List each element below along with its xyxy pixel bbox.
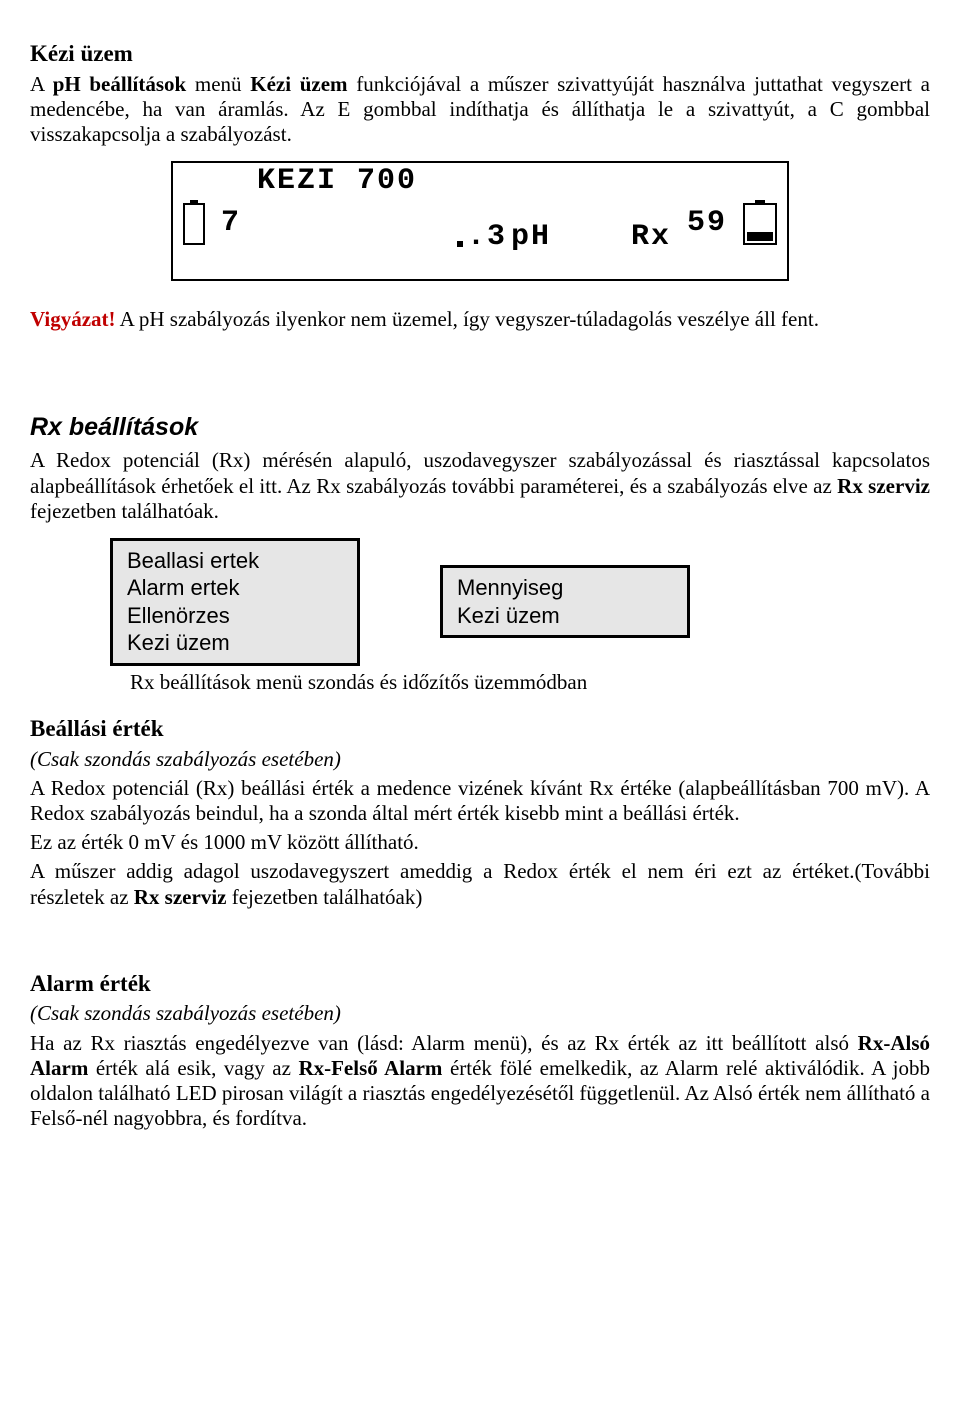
lcd-line1: KEZI 700: [257, 167, 671, 195]
lcd-right-digit: 59: [687, 209, 727, 237]
beallasi-p2: Ez az érték 0 mV és 1000 mV között állít…: [30, 830, 930, 855]
battery-left-icon: [183, 200, 205, 246]
beallasi-subtitle: (Csak szondás szabályozás esetében): [30, 747, 930, 772]
alarm-para: Ha az Rx riasztás engedélyezve van (lásd…: [30, 1031, 930, 1132]
menu-item: Beallasi ertek: [127, 547, 317, 575]
kezi-uzem-title: Kézi üzem: [30, 40, 930, 68]
rx-section-title: Rx beállítások: [30, 412, 930, 442]
lcd-left-digit: 7: [221, 209, 241, 237]
rx-intro: A Redox potenciál (Rx) mérésén alapuló, …: [30, 448, 930, 524]
battery-right-icon: [743, 200, 777, 246]
menu-boxes-row: Beallasi ertek Alarm ertek Ellenörzes Ke…: [110, 538, 930, 666]
warning-label: Vigyázat!: [30, 307, 116, 331]
menu-box-left: Beallasi ertek Alarm ertek Ellenörzes Ke…: [110, 538, 360, 666]
alarm-title: Alarm érték: [30, 970, 930, 998]
menu-item: Alarm ertek: [127, 574, 317, 602]
menu-item: Ellenörzes: [127, 602, 317, 630]
warning-line: Vigyázat! A pH szabályozás ilyenkor nem …: [30, 307, 930, 332]
warning-text: A pH szabályozás ilyenkor nem üzemel, íg…: [116, 307, 819, 331]
menu-item: Kezi üzem: [127, 629, 317, 657]
menu-item: Kezi üzem: [457, 602, 647, 630]
kezi-uzem-para: A pH beállítások menü Kézi üzem funkciój…: [30, 72, 930, 148]
menu-box-right: Mennyiseg Kezi üzem: [440, 565, 690, 638]
lcd-display: 7 KEZI 700 .3pH Rx 59: [30, 161, 930, 281]
menu-caption: Rx beállítások menü szondás és időzítős …: [130, 670, 930, 695]
beallasi-title: Beállási érték: [30, 715, 930, 743]
lcd-line2: .3pH Rx: [257, 195, 671, 279]
alarm-subtitle: (Csak szondás szabályozás esetében): [30, 1001, 930, 1026]
menu-item: Mennyiseg: [457, 574, 647, 602]
beallasi-p1: A Redox potenciál (Rx) beállási érték a …: [30, 776, 930, 826]
beallasi-p3: A műszer addig adagol uszodavegyszert am…: [30, 859, 930, 909]
